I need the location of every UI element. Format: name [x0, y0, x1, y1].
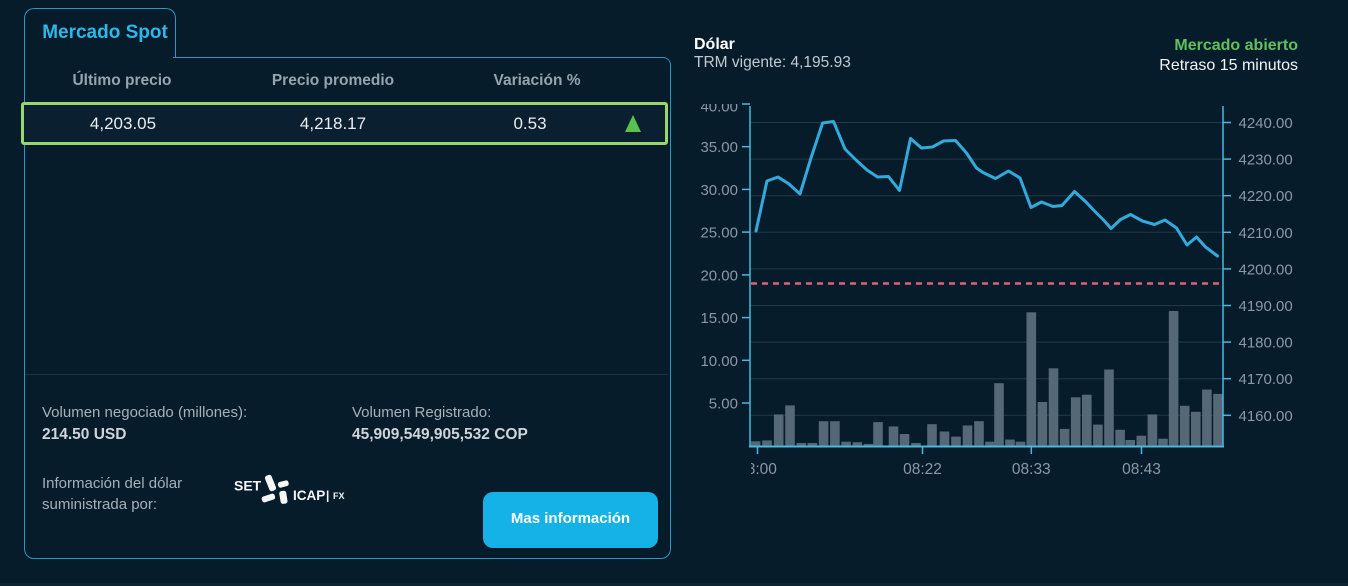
svg-text:4220.00: 4220.00	[1239, 188, 1293, 205]
svg-text:FX: FX	[333, 491, 345, 501]
svg-text:4170.00: 4170.00	[1239, 371, 1293, 388]
svg-text:08:00: 08:00	[738, 461, 777, 478]
svg-text:4200.00: 4200.00	[1239, 261, 1293, 278]
svg-text:|: |	[326, 489, 329, 503]
svg-text:4160.00: 4160.00	[1239, 408, 1293, 425]
svg-text:08:43: 08:43	[1122, 461, 1161, 478]
svg-text:30.00: 30.00	[700, 182, 738, 199]
svg-text:20.00: 20.00	[700, 267, 738, 284]
svg-text:ICAP: ICAP	[293, 488, 325, 503]
svg-text:4180.00: 4180.00	[1239, 335, 1293, 352]
svg-text:08:33: 08:33	[1012, 461, 1051, 478]
svg-text:4190.00: 4190.00	[1239, 298, 1293, 315]
svg-text:08:22: 08:22	[903, 461, 942, 478]
svg-text:15.00: 15.00	[700, 310, 738, 327]
svg-text:40.00: 40.00	[700, 99, 738, 116]
svg-text:10.00: 10.00	[700, 353, 738, 370]
svg-text:SET: SET	[234, 478, 262, 494]
svg-text:4240.00: 4240.00	[1239, 115, 1293, 132]
svg-text:4210.00: 4210.00	[1239, 225, 1293, 242]
svg-text:5.00: 5.00	[709, 396, 738, 413]
svg-text:4230.00: 4230.00	[1239, 152, 1293, 169]
svg-text:25.00: 25.00	[700, 225, 738, 242]
svg-text:35.00: 35.00	[700, 139, 738, 156]
